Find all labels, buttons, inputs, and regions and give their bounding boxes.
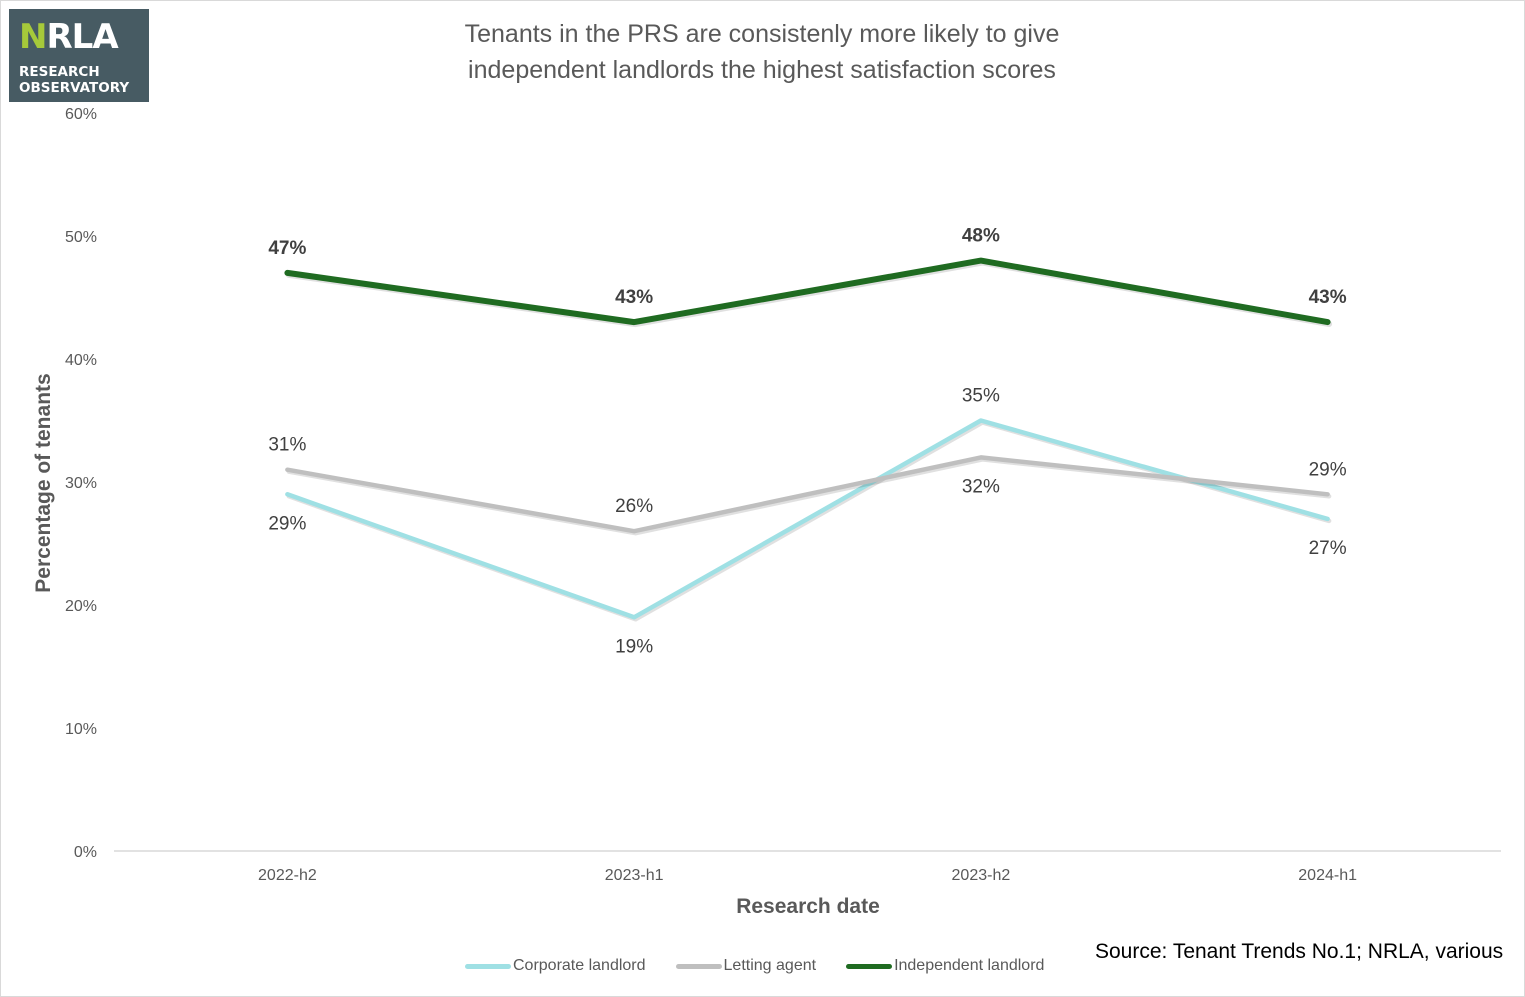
legend-item: Letting agent	[675, 957, 817, 975]
x-tick-label: 2024-h1	[1298, 867, 1357, 884]
series-line	[285, 455, 1330, 534]
data-label: 27%	[1309, 538, 1347, 559]
data-label: 29%	[1309, 459, 1347, 480]
data-label: 47%	[268, 238, 306, 259]
data-label: 35%	[962, 386, 1000, 407]
legend-label: Corporate landlord	[513, 957, 646, 974]
x-tick-label: 2023-h2	[952, 867, 1011, 884]
y-axis-title: Percentage of tenants	[32, 373, 55, 592]
chart-legend: Corporate landlord Letting agent Independe…	[465, 954, 1074, 978]
nrla-logo: NRLA RESEARCH OBSERVATORY	[9, 9, 149, 102]
x-axis-ticks: 2022-h2 2023-h1 2023-h2 2024-h1	[258, 867, 1357, 884]
legend-item: Corporate landlord	[465, 957, 646, 975]
data-labels: 29% 19% 35% 27% 31% 26% 32% 29% 47% 43% 48% 43%	[268, 226, 1346, 658]
x-tick-label: 2023-h1	[605, 867, 664, 884]
y-axis-ticks: 0% 10% 20% 30% 40% 50% 60%	[65, 106, 97, 861]
y-tick-label: 0%	[74, 844, 97, 861]
data-label: 29%	[268, 513, 306, 534]
legend-item: Independent landlord	[846, 957, 1044, 975]
x-axis-title: Research date	[736, 895, 880, 918]
legend-swatch	[675, 963, 722, 969]
source-note: Source: Tenant Trends No.1; NRLA, variou…	[1095, 940, 1504, 963]
logo-subtitle: RESEARCH OBSERVATORY	[19, 64, 129, 96]
legend-swatch	[465, 963, 511, 969]
y-tick-label: 50%	[65, 229, 97, 246]
legend-label: Letting agent	[723, 957, 817, 974]
data-label: 31%	[268, 435, 306, 456]
chart-title-line-1: Tenants in the PRS are consistenly more …	[464, 20, 1060, 48]
logo-line-1: RESEARCH	[19, 64, 100, 80]
y-tick-label: 60%	[65, 106, 97, 123]
logo-wordmark-accent: N	[19, 17, 47, 57]
series-shadow	[286, 420, 1332, 622]
chart-title-line-2: independent landlords the highest satisf…	[468, 56, 1056, 84]
data-label: 32%	[962, 476, 1000, 497]
data-label: 48%	[962, 226, 1000, 247]
series-line	[284, 257, 1331, 326]
logo-line-2: OBSERVATORY	[19, 80, 130, 96]
chart-title: Tenants in the PRS are consistenly more …	[362, 16, 1162, 88]
series-group	[284, 257, 1333, 622]
y-tick-label: 40%	[65, 352, 97, 369]
y-tick-label: 10%	[65, 721, 97, 738]
legend-swatch	[846, 963, 893, 969]
data-label: 43%	[615, 287, 653, 308]
logo-wordmark: NRLA	[19, 17, 119, 57]
series-line	[285, 418, 1330, 620]
x-tick-label: 2022-h2	[258, 867, 317, 884]
logo-wordmark-rest: RLA	[46, 17, 118, 57]
y-tick-label: 20%	[65, 598, 97, 615]
data-label: 43%	[1309, 287, 1347, 308]
data-label: 19%	[615, 636, 653, 657]
y-tick-label: 30%	[65, 475, 97, 492]
legend-label: Independent landlord	[894, 957, 1045, 974]
data-label: 26%	[615, 496, 653, 517]
